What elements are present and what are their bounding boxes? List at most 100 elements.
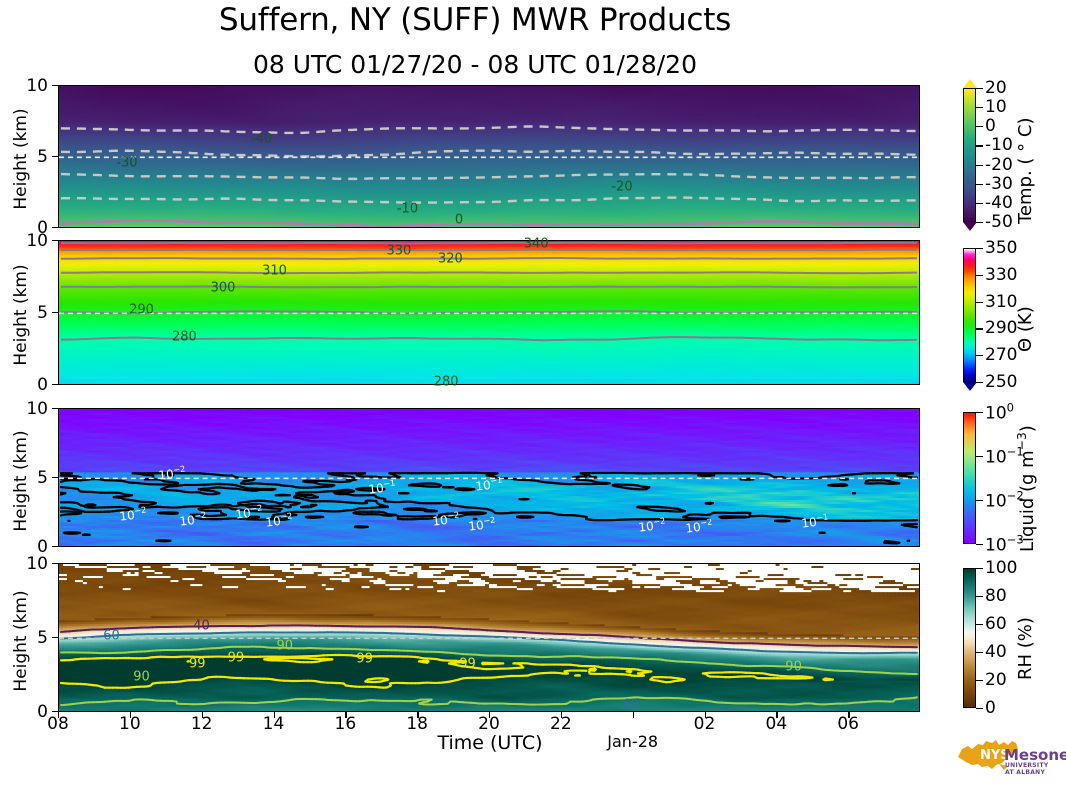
colorbar-tick xyxy=(976,203,983,204)
colorbar-tick xyxy=(976,624,983,625)
colorbar-extend-max-arrow xyxy=(963,79,977,88)
contour-label: 290 xyxy=(129,303,154,318)
time-tick-label: 04 xyxy=(746,714,806,734)
colorbar-tick-label: -40 xyxy=(985,193,1013,213)
colorbar-tick-label: 290 xyxy=(985,318,1017,338)
colorbar-extend-max-arrow xyxy=(963,239,977,248)
colorbar-tick xyxy=(976,456,983,457)
contour-label: 90 xyxy=(785,660,802,675)
time-tick-label: 10 xyxy=(100,714,160,734)
time-tick-label: 08 xyxy=(28,714,88,734)
contour-label: 10−1 xyxy=(474,474,503,493)
colorbar-tick-label: 40 xyxy=(985,642,1007,662)
contour-label: 340 xyxy=(524,237,549,252)
colorbar-tick xyxy=(976,88,983,89)
colorbar-tick-label: 80 xyxy=(985,586,1007,606)
time-tick-label: 06 xyxy=(818,714,878,734)
colorbar-tick xyxy=(976,248,983,249)
colorbar-tick xyxy=(976,412,983,413)
colorbar-tick-label: -10 xyxy=(985,135,1013,155)
time-tick-label: 12 xyxy=(172,714,232,734)
colorbar-tick xyxy=(976,596,983,597)
colorbar-extend-min-arrow xyxy=(963,222,977,231)
colorbar-tick xyxy=(976,500,983,501)
time-tick-label: 14 xyxy=(244,714,304,734)
contour-label: 320 xyxy=(438,251,463,266)
colorbar-tick xyxy=(976,165,983,166)
logo-university-text: UNIVERSITY AT ALBANY xyxy=(1005,762,1058,776)
colorbar-temperature xyxy=(963,88,976,222)
colorbar-tick-label: 330 xyxy=(985,265,1017,285)
contour-label: -30 xyxy=(116,155,137,170)
contour-label: 99 xyxy=(189,656,206,671)
colorbar-relative_humidity xyxy=(963,568,976,708)
contour-label: 60 xyxy=(622,698,639,713)
colorbar-tick xyxy=(976,680,983,681)
colorbar-tick xyxy=(976,302,983,303)
contour-label: 10−2 xyxy=(432,509,461,528)
page-subtitle: 08 UTC 01/27/20 - 08 UTC 01/28/20 xyxy=(0,50,950,79)
colorbar-tick xyxy=(976,107,983,108)
contour-label: 330 xyxy=(386,243,411,258)
contour-label: 90 xyxy=(277,638,294,653)
colorbar-tick-label: 100 xyxy=(985,558,1017,578)
nys-mesonet-logo: NYS Mesonet UNIVERSITY AT ALBANY xyxy=(952,733,1058,777)
colorbar-tick-label: 0 xyxy=(985,116,996,136)
colorbar-tick-label: -50 xyxy=(985,212,1013,232)
colorbar-tick xyxy=(976,126,983,127)
contour-label: 60 xyxy=(103,629,120,644)
contour-label: 99 xyxy=(459,657,476,672)
contour-label: 10−2 xyxy=(264,510,293,529)
time-tick-label: 02 xyxy=(675,714,735,734)
time-tick-label: 20 xyxy=(459,714,519,734)
time-tick-label: 18 xyxy=(387,714,447,734)
rh-panel xyxy=(58,563,920,712)
colorbar-tick xyxy=(976,328,983,329)
contour-label: 280 xyxy=(434,375,459,390)
colorbar-tick xyxy=(976,355,983,356)
time-tick-label: 22 xyxy=(531,714,591,734)
colorbar-liquid_water_content xyxy=(963,412,976,544)
contour-label: -40 xyxy=(251,131,272,146)
colorbar-tick xyxy=(976,652,983,653)
colorbar-title-temperature: Temp. ( ° C) xyxy=(1015,118,1036,224)
time-tick-label: 16 xyxy=(315,714,375,734)
x-axis-label: Time (UTC) xyxy=(330,732,650,754)
theta-panel xyxy=(58,240,920,385)
colorbar-title-relative_humidity: RH (%) xyxy=(1015,617,1036,680)
colorbar-tick-label: 250 xyxy=(985,372,1017,392)
contour-label: 99 xyxy=(228,650,245,665)
colorbar-tick-label: 350 xyxy=(985,238,1017,258)
contour-label: 10−2 xyxy=(468,514,497,533)
contour-label: 90 xyxy=(133,669,150,684)
colorbar-tick xyxy=(976,222,983,223)
colorbar-tick-label: 10 xyxy=(985,97,1007,117)
contour-label: 40 xyxy=(193,619,210,634)
temperature-panel xyxy=(58,85,920,228)
colorbar-title-potential_temperature: Θ (K) xyxy=(1015,306,1036,352)
page-title: Suffern, NY (SUFF) MWR Products xyxy=(0,2,950,38)
contour-label: 99 xyxy=(356,652,373,667)
colorbar-tick xyxy=(976,708,983,709)
colorbar-tick xyxy=(976,382,983,383)
colorbar-tick-label: 100 xyxy=(985,401,1014,424)
colorbar-tick xyxy=(976,275,983,276)
contour-label: 300 xyxy=(211,280,236,295)
colorbar-tick xyxy=(976,184,983,185)
colorbar-tick xyxy=(976,544,983,545)
contour-label: -20 xyxy=(611,180,632,195)
colorbar-tick-label: 20 xyxy=(985,78,1007,98)
colorbar-tick-label: 20 xyxy=(985,670,1007,690)
colorbar-title-liquid_water_content: Liquid (g m−3) xyxy=(1015,425,1038,552)
colorbar-tick-label: 0 xyxy=(985,698,996,718)
colorbar-tick-label: 270 xyxy=(985,345,1017,365)
contour-label: 310 xyxy=(262,264,287,279)
colorbar-tick xyxy=(976,145,983,146)
colorbar-tick-label: -20 xyxy=(985,155,1013,175)
colorbar-extend-min-arrow xyxy=(963,382,977,391)
colorbar-tick xyxy=(976,568,983,569)
time-tick-mark xyxy=(633,712,634,718)
colorbar-tick-label: 310 xyxy=(985,292,1017,312)
contour-label: 280 xyxy=(172,330,197,345)
contour-label: 0 xyxy=(455,213,463,228)
